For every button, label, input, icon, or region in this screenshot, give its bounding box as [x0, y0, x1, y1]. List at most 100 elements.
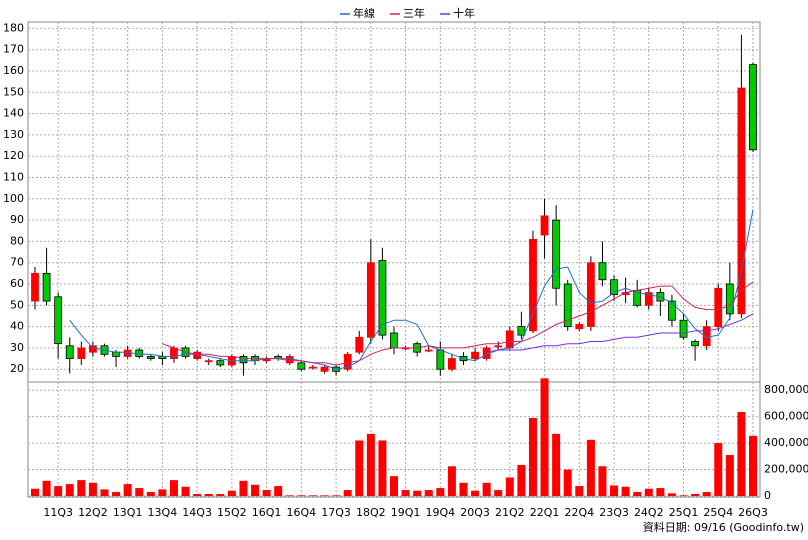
volume-bar	[227, 490, 236, 496]
candle-body	[702, 326, 711, 347]
legend-label: 年線	[353, 6, 375, 20]
legend-label: 十年	[453, 6, 475, 20]
x-tick-label: 25Q1	[669, 506, 699, 519]
volume-bar	[702, 492, 711, 496]
y2-tick-label: 200,000	[764, 463, 808, 476]
y-tick-label: 180	[3, 21, 24, 34]
x-tick-label: 26Q3	[738, 506, 768, 519]
candle-body	[170, 347, 178, 359]
y2-tick-label: 400,000	[764, 436, 808, 449]
x-tick-label: 22Q1	[530, 506, 560, 519]
volume-bar	[447, 466, 456, 496]
x-tick-label: 18Q2	[356, 506, 386, 519]
volume-bar	[714, 443, 723, 496]
candle-body	[123, 349, 132, 357]
x-tick-label: 16Q1	[252, 506, 282, 519]
candle-body	[517, 326, 526, 336]
volume-bar	[112, 492, 121, 496]
x-tick-label: 24Q2	[634, 506, 664, 519]
candle-body	[65, 345, 74, 359]
y-tick-label: 160	[3, 64, 24, 77]
volume-bar	[691, 494, 700, 496]
volume-bar	[308, 495, 317, 496]
ma-line	[69, 209, 754, 370]
volume-bar	[749, 435, 757, 496]
volume-bar	[413, 490, 422, 496]
volume-bar	[193, 494, 202, 496]
candle-body	[436, 349, 445, 370]
x-tick-label: 13Q1	[113, 506, 143, 519]
volume-bar	[158, 489, 167, 496]
x-tick-label: 19Q1	[391, 506, 421, 519]
y-tick-label: 30	[10, 341, 24, 354]
volume-bar	[123, 484, 132, 496]
x-tick-label: 20Q3	[460, 506, 490, 519]
candle-body	[216, 360, 225, 366]
x-tick-label: 15Q2	[217, 506, 247, 519]
volume-bar	[390, 476, 398, 496]
y-tick-label: 20	[10, 362, 24, 375]
volume-bar	[586, 439, 595, 496]
candle-body	[644, 292, 653, 306]
candle-body	[239, 356, 248, 364]
volume-bar	[737, 412, 746, 496]
candle-body	[366, 262, 375, 338]
y2-tick-label: 0	[764, 489, 771, 502]
volume-bar	[355, 440, 364, 496]
candle-body	[552, 219, 561, 289]
volume-bar	[552, 433, 561, 496]
x-tick-label: 12Q2	[78, 506, 108, 519]
candle-body	[471, 351, 479, 359]
volume-bar	[239, 480, 248, 496]
y2-tick-label: 800,000	[764, 383, 808, 396]
volume-bar	[667, 493, 676, 496]
footer: 資料日期: 09/16 (Goodinfo.tw)	[643, 520, 804, 534]
candle-body	[390, 332, 398, 349]
x-tick-label: 13Q4	[148, 506, 178, 519]
volume-bar	[401, 490, 410, 496]
y-tick-label: 50	[10, 298, 24, 311]
volume-bar	[656, 488, 665, 496]
y2-tick-label: 600,000	[764, 410, 808, 423]
volume-bar	[575, 486, 584, 496]
candle-body	[540, 215, 549, 236]
volume-bar	[366, 433, 375, 496]
y-tick-label: 60	[10, 277, 24, 290]
volume-bar	[262, 490, 271, 496]
volume-bar	[494, 490, 503, 496]
candle-body	[297, 362, 306, 370]
volume-bar	[621, 486, 630, 496]
candle-body	[424, 349, 433, 352]
volume-bar	[42, 480, 51, 496]
y-tick-label: 150	[3, 85, 24, 98]
volume-bar	[679, 495, 688, 496]
x-tick-label: 19Q4	[425, 506, 455, 519]
volume-bar	[77, 480, 86, 496]
x-tick-label: 16Q4	[287, 506, 317, 519]
y-tick-label: 90	[10, 213, 24, 226]
volume-bar	[135, 488, 144, 496]
x-tick-label: 14Q3	[182, 506, 212, 519]
candle-body	[146, 356, 155, 359]
candle-body	[320, 366, 329, 372]
y-tick-label: 130	[3, 128, 24, 141]
volume-bar	[88, 482, 97, 496]
volume-bar	[505, 477, 514, 496]
y-tick-label: 40	[10, 320, 24, 333]
candle-body	[679, 319, 688, 338]
ma-line	[162, 281, 754, 366]
volume-bar	[436, 488, 445, 496]
volume-bar	[598, 466, 607, 496]
candle-body	[135, 349, 144, 357]
y-tick-label: 110	[3, 171, 24, 184]
volume-bar	[285, 495, 294, 496]
volume-bar	[100, 489, 109, 496]
volume-bar	[528, 417, 537, 496]
candle-body	[737, 87, 746, 315]
volume-bar	[216, 494, 225, 496]
volume-bar	[471, 490, 480, 496]
volume-bar	[459, 482, 468, 496]
candle-body	[691, 341, 699, 347]
candle-body	[575, 324, 584, 330]
